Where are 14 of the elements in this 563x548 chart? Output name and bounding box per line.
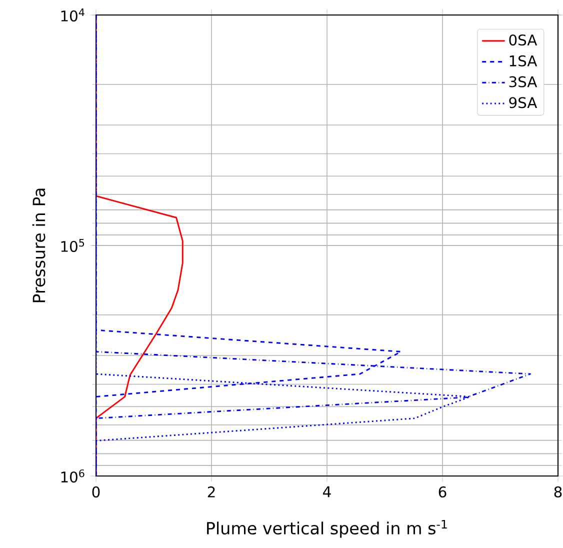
legend-label: 1SA <box>510 55 538 66</box>
y-tick-label: 10$^{4}$ <box>61 8 84 22</box>
legend-label: 9SA <box>509 97 538 108</box>
x-tick-label: 0 <box>92 486 100 498</box>
x-tick-label: 4 <box>323 486 331 498</box>
y-axis-title: Pressure in Pa <box>32 188 46 302</box>
legend-label: 0SA <box>509 34 538 46</box>
legend-label: 3SA <box>509 76 538 88</box>
x-tick-label: 6 <box>438 486 446 498</box>
y-tick-label: 10$^{6}$ <box>61 469 84 483</box>
x-tick-label: 2 <box>208 486 215 498</box>
x-tick-label: 8 <box>554 486 562 498</box>
y-tick-label: 10$^{5}$ <box>61 239 84 252</box>
x-axis-title: Plume vertical speed in m s$^{-1}$ <box>207 520 447 538</box>
